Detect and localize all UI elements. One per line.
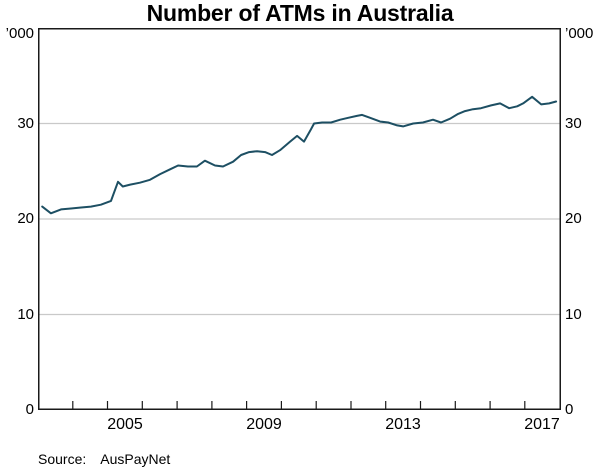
y-tick-label-left-20: 20 bbox=[17, 210, 34, 227]
x-tick-label-2009: 2009 bbox=[246, 416, 282, 433]
y-tick-label-left-30: 30 bbox=[17, 115, 34, 132]
plot-area bbox=[38, 28, 561, 410]
source-note: Source: AusPayNet bbox=[38, 451, 170, 467]
y-tick-label-right-20: 20 bbox=[565, 210, 582, 227]
series-number-of-atms bbox=[41, 95, 558, 215]
line-chart-canvas bbox=[38, 28, 561, 410]
y-tick-label-left-10: 10 bbox=[17, 306, 34, 323]
x-tick-label-2017: 2017 bbox=[524, 416, 560, 433]
chart-title: Number of ATMs in Australia bbox=[146, 0, 454, 26]
y-tick-label-right-30: 30 bbox=[565, 115, 582, 132]
y-axis-unit-label-left: ’000 bbox=[5, 25, 34, 42]
source-value: AusPayNet bbox=[100, 451, 171, 467]
y-tick-label-right-10: 10 bbox=[565, 306, 582, 323]
y-tick-label-right-0: 0 bbox=[565, 401, 574, 418]
y-axis-unit-label-right: ’000 bbox=[565, 25, 594, 42]
plot-frame bbox=[38, 28, 561, 410]
y-tick-label-left-0: 0 bbox=[25, 401, 34, 418]
x-tick-label-2013: 2013 bbox=[385, 416, 421, 433]
source-label: Source: bbox=[38, 451, 87, 467]
x-tick-label-2005: 2005 bbox=[107, 416, 143, 433]
